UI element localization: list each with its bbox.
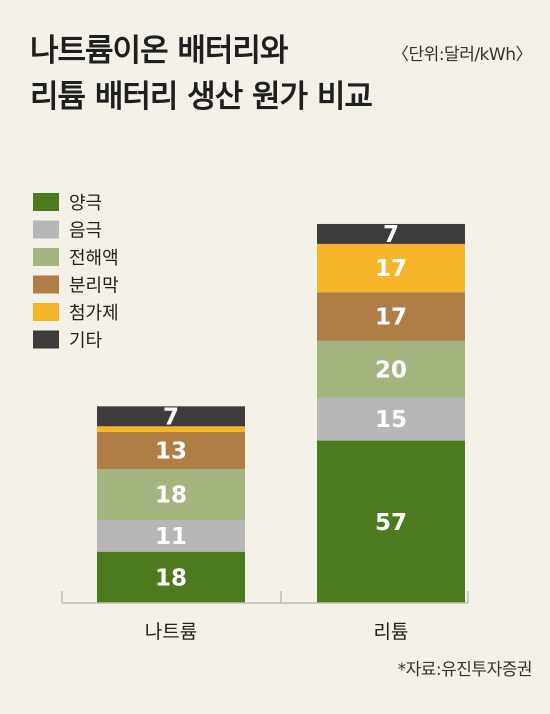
legend-label: 양극 [69,193,102,214]
x-axis: 나트륨 리튬 [61,591,469,643]
data-label: 18 [155,565,187,591]
data-label: 17 [375,256,407,282]
bar-segment [317,223,465,244]
legend-label: 기타 [69,331,103,352]
data-label: 17 [375,305,407,331]
chart-title-line2: 리튬 배터리 생산 원가 비교 [30,79,373,115]
category-label: 나트륨 [145,621,197,643]
bar-segment [317,243,465,293]
bar-segment [97,406,245,427]
unit-label: 〈단위:달러/kWh〉 [392,45,532,65]
legend-swatch [33,220,59,239]
data-label: 7 [383,222,399,248]
data-label: 18 [155,483,187,509]
bar-segment [317,397,465,441]
legend-label: 분리막 [69,276,119,297]
source-note: *자료:유진투자증권 [397,660,533,680]
bar-segment [97,469,245,521]
legend-label: 음극 [69,221,102,242]
bar-segment [97,551,245,603]
chart-title-line1: 나트륨이온 배터리와 [30,33,288,69]
legend-swatch [33,193,59,211]
data-label: 7 [163,404,179,430]
category-label: 리튬 [374,621,409,643]
legend-swatch [33,330,59,349]
bars: 18 11 18 13 7 57 15 20 17 17 7 [97,222,465,603]
bar-segment [317,292,465,341]
legend-swatch [33,275,59,294]
chart-title: 나트륨이온 배터리와 리튬 배터리 생산 원가 비교 [30,28,373,120]
data-label: 11 [155,524,187,550]
data-label: 15 [375,407,407,433]
data-label: 20 [375,357,407,383]
data-label: 57 [375,510,407,536]
legend-swatch [33,248,59,266]
data-label: 13 [155,439,187,465]
legend-swatch [33,303,59,321]
legend-label: 전해액 [69,248,119,269]
bar-segment [97,520,245,552]
bar-segment [97,426,245,432]
bar-segment [97,432,245,470]
bar-segment [317,440,465,603]
bar-segment [317,340,465,398]
legend-label: 첨가제 [69,303,119,324]
